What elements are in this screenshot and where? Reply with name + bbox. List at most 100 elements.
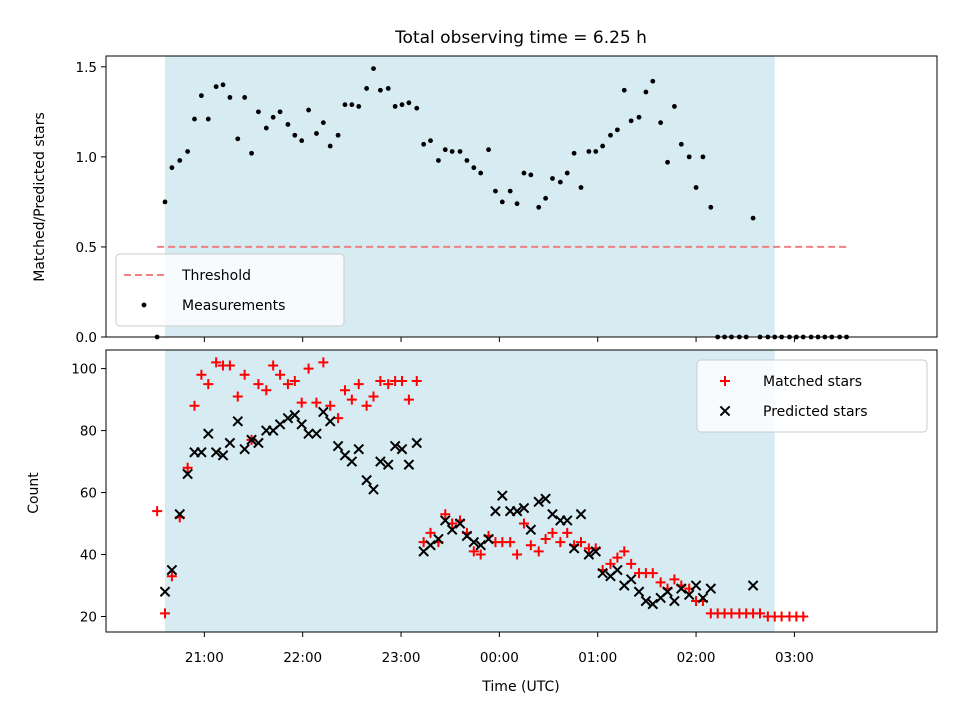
predicted-stars-point-34 <box>403 459 415 470</box>
matched-stars-point-84 <box>754 608 765 619</box>
predicted-stars-point-51 <box>525 524 537 536</box>
measurements-point-39 <box>436 158 441 163</box>
matched-stars-point-28 <box>353 379 364 390</box>
matched-stars-point-20 <box>296 397 307 408</box>
measurements-point-16 <box>270 114 276 120</box>
measurements-point-64 <box>614 127 620 133</box>
matched-stars-point-55 <box>547 527 558 538</box>
x-tick-label-2: 23:00 <box>382 650 421 666</box>
measurements-point-6 <box>198 93 204 99</box>
legend-matched-stars-swatch <box>720 376 730 386</box>
predicted-stars-point-59 <box>583 549 595 560</box>
measurements-point-12 <box>242 95 248 100</box>
legend-predicted-stars-swatch <box>719 405 731 417</box>
matched-stars-point-17 <box>275 369 286 380</box>
bottom-panel-frame <box>105 349 938 633</box>
measurements-point-53 <box>536 204 542 210</box>
measurements-point-3 <box>177 158 183 163</box>
bottom-ytick-label-3: 80 <box>80 424 97 440</box>
predicted-stars-point-54 <box>547 508 558 520</box>
measurements-point-35 <box>406 100 412 106</box>
measurements-point-7 <box>205 116 211 122</box>
measurements-point-18 <box>285 122 291 127</box>
bottom-ytick-label-0: 20 <box>80 610 97 626</box>
predicted-stars-point-28 <box>361 474 372 486</box>
bottom-ytick-label-2: 60 <box>80 486 97 502</box>
measurements-point-63 <box>608 132 613 138</box>
measurements-point-42 <box>457 149 463 154</box>
measurements-point-69 <box>650 78 656 84</box>
predicted-stars-point-0 <box>159 586 171 598</box>
measurements-point-61 <box>593 149 599 154</box>
matched-stars-point-65 <box>619 546 630 557</box>
predicted-stars-point-18 <box>289 409 301 421</box>
matched-stars-point-21 <box>303 363 314 374</box>
bottom-grid-ticks: 20 40 60 80 100 <box>71 362 795 637</box>
top-panel: 0.0 0.5 1.0 1.5 Matched/Predicted stars Thr… <box>32 55 938 346</box>
matched-stars-point-4 <box>182 462 193 473</box>
matched-stars-point-0 <box>152 506 163 517</box>
measurements-point-28 <box>356 104 362 109</box>
measurements-point-9 <box>220 82 226 88</box>
measurements-point-75 <box>693 185 699 190</box>
x-tick-label-6: 03:00 <box>775 650 814 666</box>
predicted-stars-point-77 <box>747 580 759 591</box>
top-panel-frame <box>105 55 938 338</box>
top-legend-box <box>115 253 345 327</box>
measurements-point-77 <box>708 204 714 210</box>
x-tick-label-1: 22:00 <box>283 650 322 666</box>
predicted-stars-point-5 <box>196 446 207 458</box>
top-grid-ticks: 0.0 0.5 1.0 1.5 <box>76 60 795 346</box>
legend-threshold-label: Threshold <box>181 268 251 284</box>
predicted-stars-point-2 <box>174 508 186 520</box>
matched-stars-point-10 <box>224 360 235 371</box>
top-legend: Threshold Measurements <box>115 253 345 327</box>
predicted-stars-point-44 <box>475 539 486 551</box>
measurements-point-19 <box>292 132 298 138</box>
predicted-stars-point-23 <box>324 415 336 427</box>
measurements-point-48 <box>499 199 505 205</box>
chart-title: Total observing time = 6.25 h <box>394 28 647 48</box>
bottom-legend-box <box>696 359 928 433</box>
predicted-stars-point-72 <box>676 583 687 594</box>
predicted-stars-point-60 <box>590 546 602 557</box>
measurements-point-72 <box>672 104 677 109</box>
predicted-stars-point-46 <box>490 505 501 517</box>
predicted-stars-point-11 <box>239 443 250 455</box>
top-ytick-label-0: 0.0 <box>76 330 97 346</box>
measurements-point-83 <box>750 215 756 221</box>
matched-stars-point-40 <box>440 509 451 520</box>
predicted-stars-point-53 <box>540 493 551 505</box>
predicted-stars-point-33 <box>396 443 408 455</box>
predicted-stars-point-45 <box>483 533 494 545</box>
measurements-point-27 <box>349 102 355 108</box>
predicted-stars-point-6 <box>202 428 214 439</box>
matched-stars-point-1 <box>160 608 171 619</box>
measurements-point-23 <box>320 120 326 126</box>
matched-stars-point-38 <box>425 527 436 538</box>
measurements-point-60 <box>586 149 592 154</box>
matched-stars-point-2 <box>166 571 177 582</box>
measurements-point-34 <box>399 102 405 108</box>
predicted-stars-point-38 <box>433 533 444 545</box>
predicted-stars-point-61 <box>597 567 608 579</box>
matched-stars-point-23 <box>318 357 329 368</box>
measurements-point-56 <box>557 179 563 185</box>
bottom-points-layer <box>152 357 809 622</box>
predicted-stars-point-30 <box>375 456 386 467</box>
measurements-point-38 <box>428 138 433 144</box>
predicted-stars-point-13 <box>253 437 264 449</box>
matched-stars-point-72 <box>669 574 680 585</box>
measurements-point-54 <box>543 195 548 201</box>
predicted-stars-point-29 <box>368 484 379 495</box>
matched-stars-point-36 <box>411 375 422 386</box>
predicted-stars-point-21 <box>311 428 322 439</box>
measurements-point-50 <box>514 201 520 207</box>
predicted-stars-point-49 <box>511 505 523 517</box>
measurements-point-68 <box>643 89 649 95</box>
measurements-point-11 <box>235 136 241 142</box>
measurements-point-24 <box>327 143 333 149</box>
predicted-stars-point-73 <box>683 589 695 601</box>
matched-stars-point-51 <box>518 518 529 529</box>
